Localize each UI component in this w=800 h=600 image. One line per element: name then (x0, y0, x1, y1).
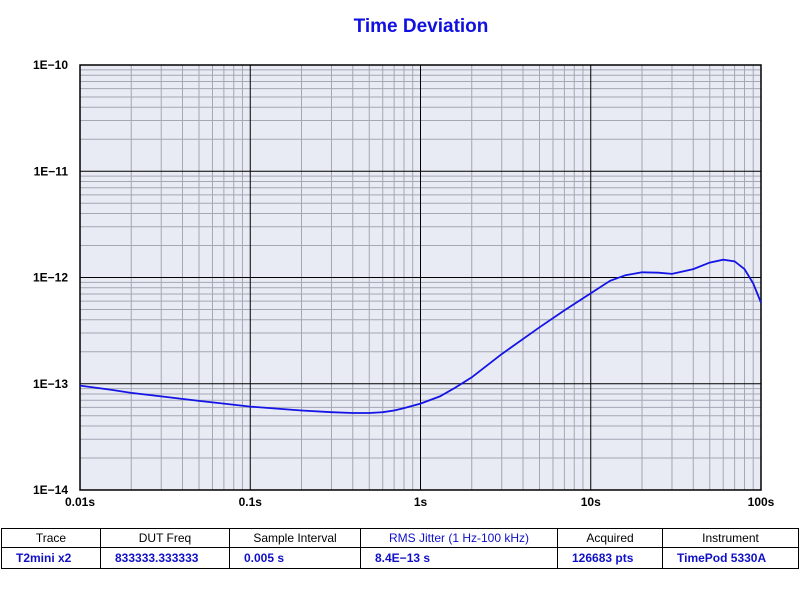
value-instrument: TimePod 5330A (662, 547, 799, 569)
chart-title: Time Deviation (353, 16, 489, 37)
y-tick-label: 1E−12 (33, 271, 68, 285)
x-tick-label: 1s (414, 495, 428, 509)
header-rms-jitter: RMS Jitter (1 Hz-100 kHz) (360, 528, 558, 548)
info-header-row: Trace DUT Freq Sample Interval RMS Jitte… (1, 528, 799, 548)
x-tick-label: 0.1s (239, 495, 263, 509)
x-tick-label: 0.01s (65, 495, 95, 509)
x-tick-label: 10s (581, 495, 601, 509)
header-trace: Trace (1, 528, 101, 548)
major-gridlines (80, 65, 761, 490)
info-value-row: T2mini x2 833333.333333 0.005 s 8.4E−13 … (1, 547, 799, 569)
y-tick-label: 1E−10 (33, 58, 68, 72)
header-sample-interval: Sample Interval (229, 528, 361, 548)
value-rms-jitter: 8.4E−13 s (360, 547, 558, 569)
value-sample-interval: 0.005 s (229, 547, 361, 569)
value-trace: T2mini x2 (1, 547, 101, 569)
y-tick-label: 1E−14 (33, 483, 68, 497)
y-tick-labels: 1E−10 1E−11 1E−12 1E−13 1E−14 (33, 58, 68, 497)
header-dut-freq: DUT Freq (100, 528, 230, 548)
info-table: Trace DUT Freq Sample Interval RMS Jitte… (1, 528, 799, 569)
value-dut-freq: 833333.333333 (100, 547, 230, 569)
y-tick-label: 1E−13 (33, 377, 68, 391)
series-line (79, 258, 762, 414)
x-tick-label: 100s (748, 495, 775, 509)
plot-frame (79, 64, 762, 491)
plot: 1E−10 1E−11 1E−12 1E−13 1E−14 0.01s 0.1s 1s 10s… (33, 58, 775, 509)
y-tick-label: 1E−11 (34, 164, 69, 178)
header-instrument: Instrument (662, 528, 799, 548)
value-acquired: 126683 pts (557, 547, 663, 569)
x-tick-labels: 0.01s 0.1s 1s 10s 100s (65, 495, 775, 509)
header-acquired: Acquired (557, 528, 663, 548)
